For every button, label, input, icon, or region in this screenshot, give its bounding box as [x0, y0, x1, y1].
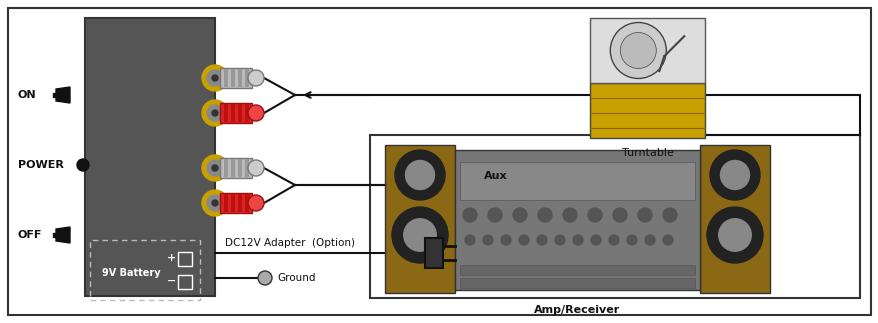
Circle shape — [202, 65, 227, 91]
Circle shape — [720, 161, 749, 190]
Text: Ground: Ground — [277, 273, 315, 283]
Bar — [245, 104, 248, 122]
Bar — [385, 145, 455, 293]
Circle shape — [248, 70, 263, 86]
Bar — [220, 68, 252, 88]
Circle shape — [392, 207, 448, 263]
Bar — [589, 18, 704, 83]
Circle shape — [212, 165, 218, 171]
Bar — [245, 159, 248, 177]
Bar — [459, 265, 694, 275]
Bar — [425, 238, 443, 268]
Bar — [220, 103, 252, 123]
Circle shape — [77, 159, 89, 171]
Circle shape — [212, 200, 218, 206]
Circle shape — [212, 75, 218, 81]
Bar — [238, 159, 241, 177]
Circle shape — [206, 70, 223, 86]
Circle shape — [612, 208, 626, 222]
Circle shape — [590, 235, 601, 245]
Circle shape — [248, 160, 263, 176]
Circle shape — [258, 271, 271, 285]
Circle shape — [554, 235, 565, 245]
Bar — [53, 93, 59, 97]
Circle shape — [394, 150, 444, 200]
Bar — [178, 275, 191, 289]
Circle shape — [644, 235, 654, 245]
Text: POWER: POWER — [18, 160, 64, 170]
Text: Aux: Aux — [484, 171, 507, 181]
Circle shape — [403, 219, 435, 251]
Bar — [85, 18, 215, 296]
Text: Turntable: Turntable — [621, 148, 673, 158]
Circle shape — [513, 208, 527, 222]
Bar — [459, 162, 694, 200]
Bar — [699, 145, 769, 293]
Text: 9V Battery: 9V Battery — [103, 268, 161, 278]
Circle shape — [206, 105, 223, 121]
Bar — [220, 158, 252, 178]
Text: −: − — [167, 276, 176, 286]
Circle shape — [706, 207, 762, 263]
Circle shape — [536, 235, 546, 245]
Circle shape — [464, 235, 474, 245]
Bar — [178, 252, 191, 266]
Circle shape — [206, 195, 223, 211]
Bar — [245, 69, 248, 87]
Circle shape — [626, 235, 637, 245]
Bar — [370, 135, 859, 298]
Bar — [220, 193, 252, 213]
Text: DC12V Adapter  (Option): DC12V Adapter (Option) — [225, 238, 355, 248]
Bar — [238, 69, 241, 87]
Bar — [231, 104, 234, 122]
Text: Amp/Receiver: Amp/Receiver — [534, 305, 620, 315]
Bar — [224, 194, 227, 212]
Bar — [455, 150, 699, 290]
Bar — [90, 240, 200, 300]
Bar — [231, 194, 234, 212]
Polygon shape — [56, 87, 70, 103]
Circle shape — [202, 100, 227, 126]
Circle shape — [608, 235, 618, 245]
Text: ON: ON — [18, 90, 37, 100]
Circle shape — [587, 208, 601, 222]
Circle shape — [718, 219, 751, 251]
Bar — [53, 233, 59, 237]
Bar — [224, 159, 227, 177]
Bar — [459, 278, 694, 288]
Circle shape — [537, 208, 551, 222]
Bar — [238, 194, 241, 212]
Circle shape — [487, 208, 501, 222]
Bar — [231, 69, 234, 87]
Circle shape — [405, 161, 434, 190]
Circle shape — [202, 155, 227, 181]
Bar — [238, 104, 241, 122]
Bar — [589, 83, 704, 138]
Circle shape — [620, 33, 656, 68]
Circle shape — [709, 150, 759, 200]
Circle shape — [572, 235, 582, 245]
Bar — [245, 194, 248, 212]
Circle shape — [662, 208, 676, 222]
Circle shape — [482, 235, 493, 245]
Circle shape — [518, 235, 529, 245]
Circle shape — [662, 235, 673, 245]
Circle shape — [202, 190, 227, 216]
Circle shape — [206, 160, 223, 176]
Bar — [224, 104, 227, 122]
Circle shape — [609, 23, 666, 78]
Text: +: + — [167, 253, 176, 263]
Circle shape — [637, 208, 651, 222]
Circle shape — [500, 235, 510, 245]
Circle shape — [463, 208, 477, 222]
Text: OFF: OFF — [18, 230, 42, 240]
Circle shape — [563, 208, 576, 222]
Bar — [224, 69, 227, 87]
Circle shape — [212, 110, 218, 116]
Circle shape — [248, 105, 263, 121]
Polygon shape — [56, 227, 70, 243]
Bar — [231, 159, 234, 177]
Circle shape — [248, 195, 263, 211]
